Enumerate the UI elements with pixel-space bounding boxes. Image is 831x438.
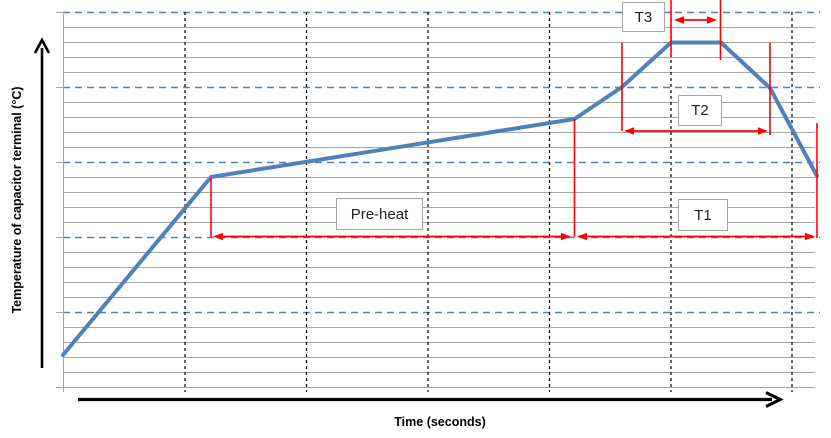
t2-label: T2 [691, 102, 709, 119]
t1-label-box: T1 [678, 199, 728, 231]
preheat-span-arrow-left-head [213, 232, 223, 241]
preheat-span-arrow-right-head [561, 232, 571, 241]
temperature-curve [61, 40, 819, 357]
t2-span-arrow-right-head [758, 127, 768, 135]
preheat-label-box: Pre-heat [336, 198, 423, 230]
t3-span-arrow-right-head [707, 16, 717, 24]
x-axis-label: Time (seconds) [394, 415, 486, 429]
t2-label-box: T2 [678, 95, 722, 126]
t3-span-arrow-left-head [674, 16, 684, 24]
t3-label: T3 [634, 8, 653, 26]
t1-span-arrow-right-head [805, 232, 815, 241]
t3-label-box: T3 [622, 2, 665, 32]
y-axis-arrow-head [33, 37, 51, 54]
preheat-label: Pre-heat [350, 205, 409, 223]
t1-label: T1 [694, 206, 712, 224]
t2-span-arrow-left-head [624, 127, 634, 135]
t1-span-arrow-left-head [577, 232, 587, 241]
x-axis-arrow-head [765, 391, 784, 408]
y-axis-label: Temperature of capacitor terminal (°C) [10, 86, 24, 314]
